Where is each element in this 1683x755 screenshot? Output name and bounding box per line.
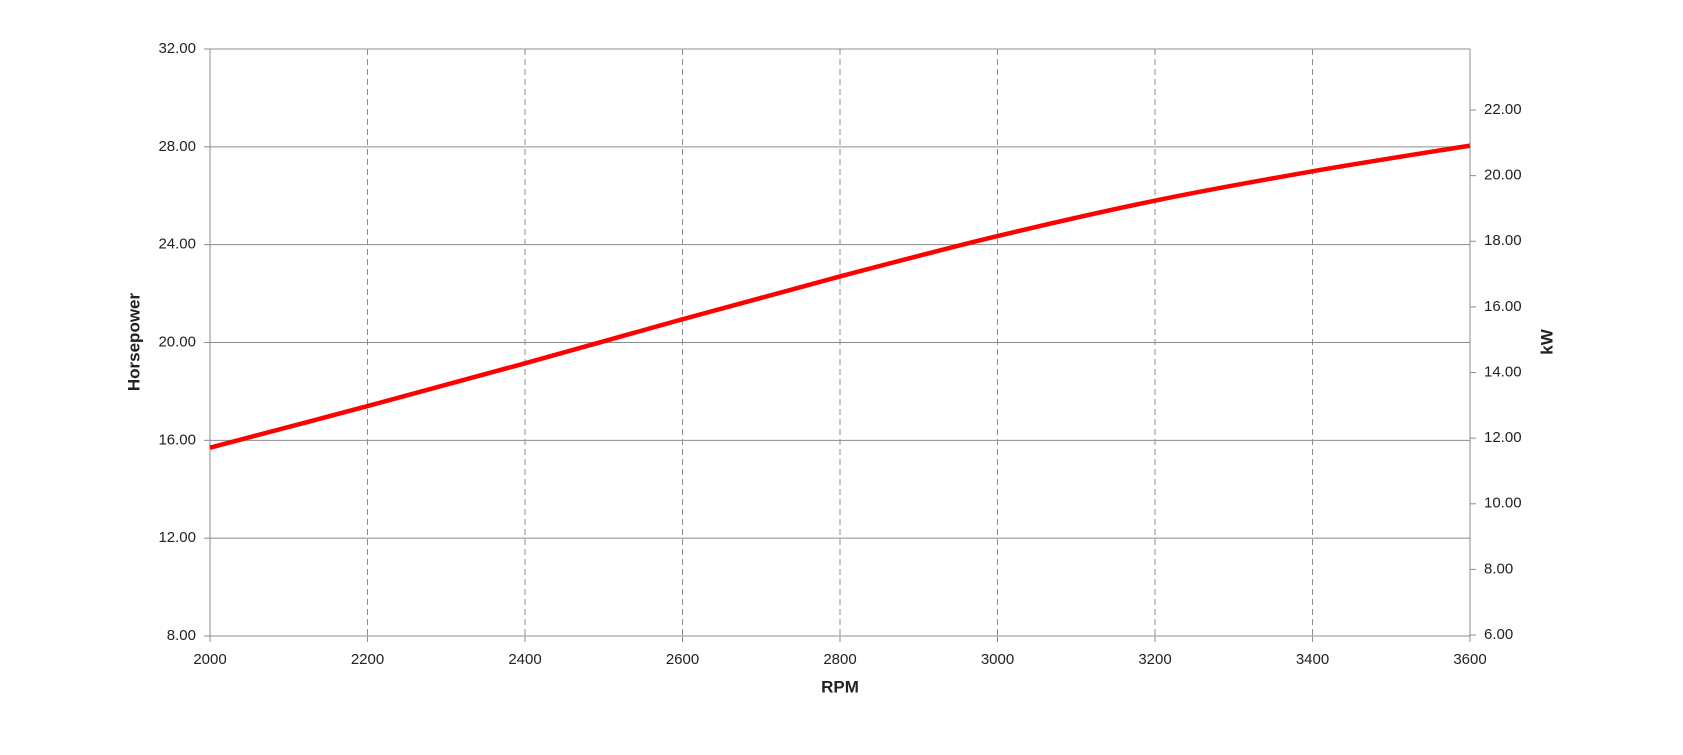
- x-tick-label: 2400: [508, 651, 541, 668]
- x-tick-label: 2800: [823, 651, 856, 668]
- x-axis-title: RPM: [821, 677, 859, 696]
- y-tick-label: 28.00: [158, 138, 196, 155]
- y-tick-label: 20.00: [158, 333, 196, 350]
- y-tick-label: 32.00: [158, 40, 196, 57]
- y-tick-label: 8.00: [167, 627, 196, 644]
- x-tick-label: 2600: [666, 651, 699, 668]
- y2-tick-label: 20.00: [1484, 167, 1522, 184]
- y2-tick-label: 16.00: [1484, 298, 1522, 315]
- y2-tick-label: 14.00: [1484, 363, 1522, 380]
- y2-tick-label: 18.00: [1484, 232, 1522, 249]
- x-tick-label: 2000: [193, 651, 226, 668]
- x-tick-label: 3400: [1296, 651, 1329, 668]
- y2-tick-label: 22.00: [1484, 101, 1522, 118]
- x-tick-label: 2200: [351, 651, 384, 668]
- y2-axis-title: kW: [1537, 328, 1556, 354]
- y-tick-label: 24.00: [158, 236, 196, 253]
- x-tick-label: 3000: [981, 651, 1014, 668]
- y2-tick-label: 6.00: [1484, 626, 1513, 643]
- line-series: [209, 143, 1471, 450]
- y2-tick-label: 12.00: [1484, 429, 1522, 446]
- y-tick-label: 16.00: [158, 431, 196, 448]
- y2-tick-label: 10.00: [1484, 495, 1522, 512]
- x-tick-label: 3600: [1453, 651, 1486, 668]
- x-tick-label: 3200: [1138, 651, 1171, 668]
- y-axis-title: Horsepower: [124, 292, 143, 391]
- y2-tick-label: 8.00: [1484, 560, 1513, 577]
- y-tick-label: 12.00: [158, 529, 196, 546]
